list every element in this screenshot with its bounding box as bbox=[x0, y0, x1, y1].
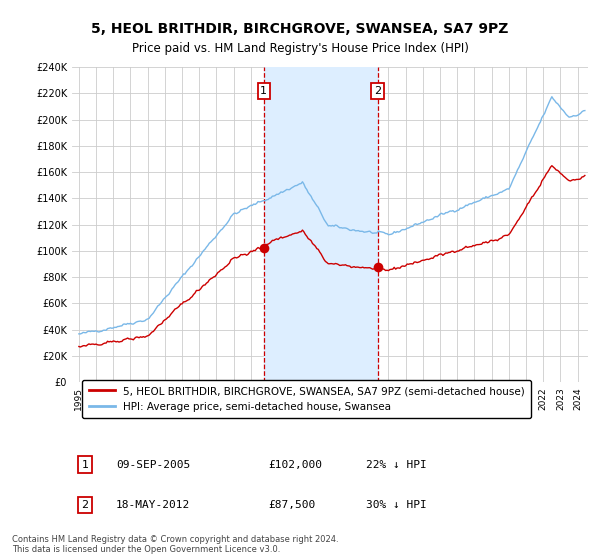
Text: £87,500: £87,500 bbox=[268, 500, 316, 510]
Legend: 5, HEOL BRITHDIR, BIRCHGROVE, SWANSEA, SA7 9PZ (semi-detached house), HPI: Avera: 5, HEOL BRITHDIR, BIRCHGROVE, SWANSEA, S… bbox=[82, 380, 531, 418]
Text: 09-SEP-2005: 09-SEP-2005 bbox=[116, 460, 190, 469]
Text: 2: 2 bbox=[374, 86, 382, 96]
Text: 22% ↓ HPI: 22% ↓ HPI bbox=[366, 460, 427, 469]
Text: 1: 1 bbox=[260, 86, 267, 96]
Text: 30% ↓ HPI: 30% ↓ HPI bbox=[366, 500, 427, 510]
Bar bbox=[264, 67, 378, 382]
Text: £102,000: £102,000 bbox=[268, 460, 322, 469]
Text: 18-MAY-2012: 18-MAY-2012 bbox=[116, 500, 190, 510]
Text: 5, HEOL BRITHDIR, BIRCHGROVE, SWANSEA, SA7 9PZ: 5, HEOL BRITHDIR, BIRCHGROVE, SWANSEA, S… bbox=[91, 22, 509, 36]
Text: 1: 1 bbox=[82, 460, 88, 469]
Text: 2: 2 bbox=[82, 500, 88, 510]
Text: Contains HM Land Registry data © Crown copyright and database right 2024.
This d: Contains HM Land Registry data © Crown c… bbox=[12, 535, 338, 554]
Text: Price paid vs. HM Land Registry's House Price Index (HPI): Price paid vs. HM Land Registry's House … bbox=[131, 42, 469, 55]
